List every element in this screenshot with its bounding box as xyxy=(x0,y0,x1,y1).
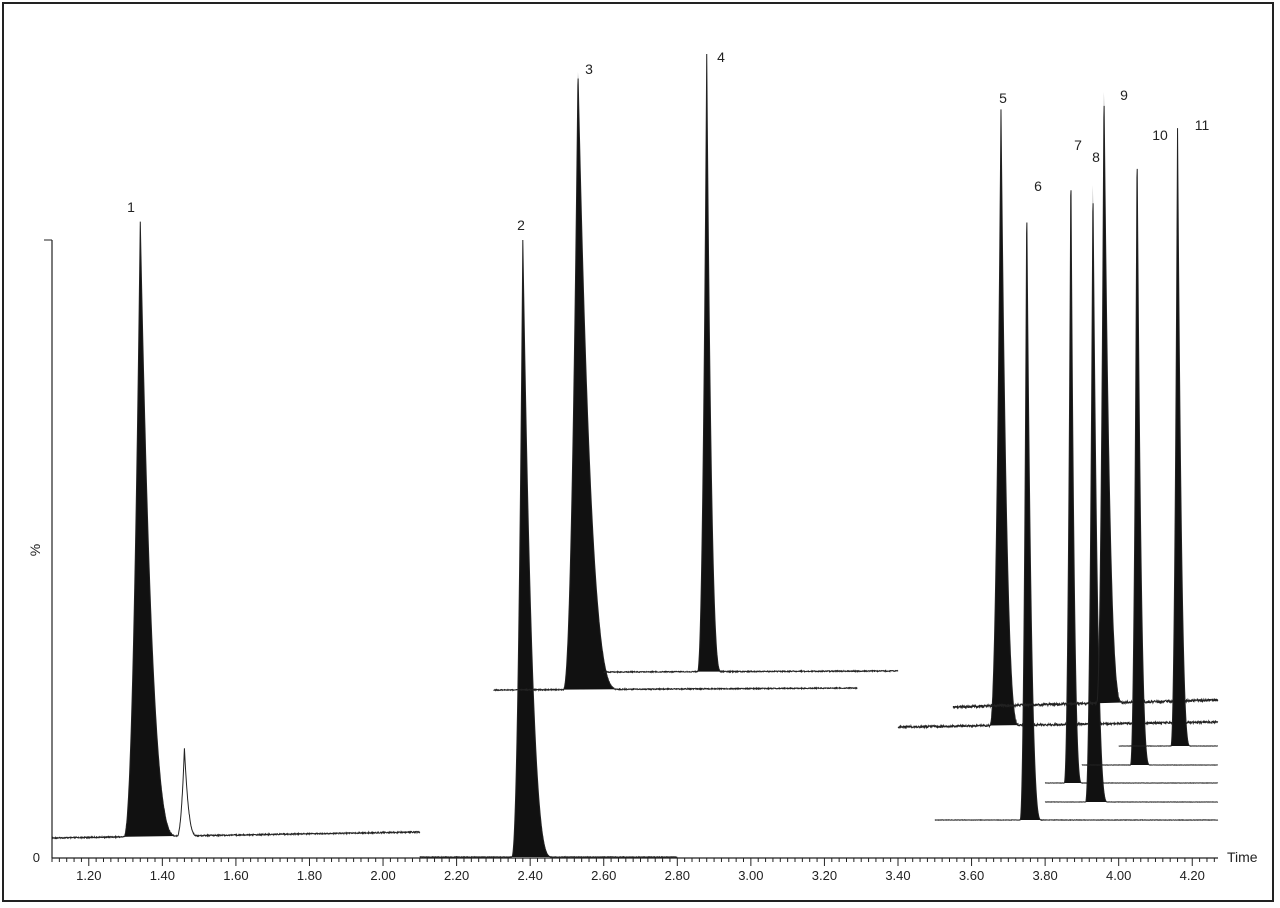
trace-5 xyxy=(897,109,1219,730)
peak-label-1: 1 xyxy=(127,199,135,215)
peak-3-area xyxy=(563,72,619,690)
peak-11-area xyxy=(1170,148,1191,746)
trace-4-line xyxy=(603,54,899,674)
y-tick-label-zero: 0 xyxy=(33,850,40,865)
x-tick-label: 4.20 xyxy=(1180,868,1205,883)
peak-9-area xyxy=(1096,92,1123,704)
x-tick-label: 1.60 xyxy=(223,868,248,883)
peak-labels: 1 2 3 4 5 6 78 9 10 11 xyxy=(127,49,1209,233)
peak-label-4: 4 xyxy=(717,49,725,65)
x-tick-label: 1.40 xyxy=(150,868,175,883)
trace-10 xyxy=(1081,168,1218,766)
peak-label-2: 2 xyxy=(517,217,525,233)
trace-5-line xyxy=(897,109,1219,730)
axes: 0 % Time xyxy=(27,239,1258,865)
trace-7-line xyxy=(1044,190,1219,784)
peak-label-6: 6 xyxy=(1034,178,1042,194)
trace-4 xyxy=(603,54,899,674)
trace-7 xyxy=(1044,190,1219,784)
peak-6-area xyxy=(1020,222,1042,821)
trace-2 xyxy=(419,239,678,859)
x-tick-label: 2.00 xyxy=(370,868,395,883)
trace-8 xyxy=(1044,185,1219,803)
x-tick-label: 1.20 xyxy=(76,868,101,883)
x-tick-label: 3.00 xyxy=(738,868,763,883)
peak-1-area xyxy=(123,227,178,837)
trace-3 xyxy=(493,72,858,692)
x-tick-label: 3.60 xyxy=(959,868,984,883)
x-tick-label: 3.80 xyxy=(1032,868,1057,883)
x-tick-label: 3.20 xyxy=(812,868,837,883)
x-tick-label: 2.80 xyxy=(665,868,690,883)
x-tick-label: 2.40 xyxy=(518,868,543,883)
peak-label-5: 5 xyxy=(999,90,1007,106)
x-axis-ticks: 1.20 1.40 1.60 1.80 2.00 2.20 2.40 2.60 2.80 3.00… xyxy=(51,858,1215,883)
peak-label-9: 9 xyxy=(1120,87,1128,103)
trace-11 xyxy=(1118,128,1219,747)
peak-label-7: 7 xyxy=(1074,137,1082,153)
x-tick-label: 2.60 xyxy=(591,868,616,883)
x-tick-label: 4.00 xyxy=(1106,868,1131,883)
peak-label-3: 3 xyxy=(585,61,593,77)
peak-8-area xyxy=(1085,185,1108,802)
x-tick-label: 1.80 xyxy=(297,868,322,883)
x-tick-label: 3.40 xyxy=(885,868,910,883)
peak-10-area xyxy=(1130,168,1150,765)
trace-10-line xyxy=(1081,168,1218,766)
trace-8-line xyxy=(1044,203,1219,803)
chromatogram-traces xyxy=(51,54,1219,859)
trace-6 xyxy=(934,222,1219,821)
trace-1 xyxy=(51,221,421,841)
trace-1-line xyxy=(51,221,421,841)
peak-label-8: 8 xyxy=(1092,149,1100,165)
y-axis-label: % xyxy=(27,544,43,556)
x-tick-label: 2.20 xyxy=(444,868,469,883)
trace-11-line xyxy=(1118,128,1219,747)
peak-label-11: 11 xyxy=(1195,117,1210,133)
trace-2-line xyxy=(419,239,678,859)
x-axis-label: Time xyxy=(1227,849,1258,865)
peak-2-area xyxy=(511,249,553,857)
trace-6-line xyxy=(934,222,1219,821)
peak-label-10: 10 xyxy=(1152,127,1168,143)
trace-3-line xyxy=(493,78,858,692)
